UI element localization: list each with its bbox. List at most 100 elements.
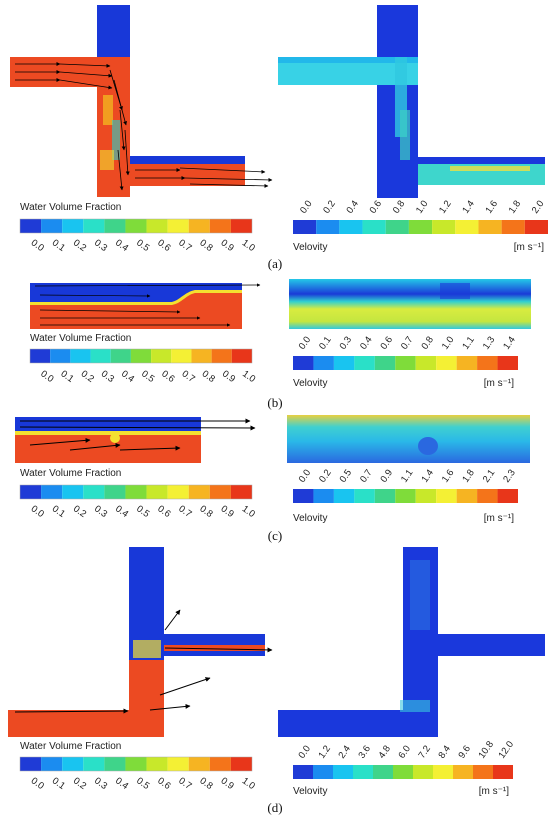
colorbar-swatch — [374, 489, 396, 503]
colorbar-tick-label: 0.6 — [155, 237, 172, 254]
colorbar-swatch — [209, 757, 231, 771]
panel-c-velocity-legend: 0.0 0.2 0.5 0.7 0.9 1.1 1.4 1.6 1.8 2.1 2.3 Velovit… — [293, 468, 518, 524]
colorbar-tick-label: 0.6 — [368, 199, 385, 216]
colorbar-tick-label: 1.0 — [240, 503, 257, 520]
colorbar-tick-label: 0.5 — [134, 775, 151, 792]
colorbar-tick-label: 1.6 — [440, 468, 457, 485]
colorbar-tick-label: 0.2 — [71, 237, 88, 254]
legend-title: Velovity — [293, 513, 327, 524]
colorbar-swatch — [497, 356, 518, 370]
panel-a-velocity-field — [278, 5, 545, 198]
panel-b-vof-field — [30, 283, 261, 329]
colorbar-tick-label: 0.4 — [113, 775, 130, 792]
colorbar-swatch — [395, 356, 416, 370]
colorbar-tick-label: 2.0 — [530, 199, 547, 216]
colorbar-tick-label: 0.4 — [358, 335, 375, 352]
colorbar-tick-label: 0.4 — [113, 503, 130, 520]
panel-d-velocity-legend: 0.0 1.2 2.4 3.6 4.8 6.0 7.2 8.4 9.6 10.8 12.0 Velov… — [293, 739, 516, 797]
colorbar-swatch — [110, 349, 131, 363]
colorbar-swatch — [393, 765, 413, 779]
colorbar-tick-label: 0.3 — [92, 237, 109, 254]
colorbar-tick-label: 0.5 — [139, 368, 156, 385]
colorbar-frame — [29, 348, 253, 364]
colorbar-swatch — [293, 220, 317, 234]
colorbar-tick-label: 4.8 — [376, 744, 393, 761]
colorbar-tick-label: 0.9 — [220, 368, 237, 385]
colorbar-swatch — [167, 485, 189, 499]
colorbar-swatch — [415, 356, 437, 370]
colorbar-swatch — [151, 349, 172, 363]
colorbar-tick-label: 0.1 — [50, 503, 67, 520]
colorbar-swatch — [188, 757, 210, 771]
colorbar-tick-label: 0.6 — [159, 368, 176, 385]
colorbar-swatch — [62, 219, 84, 233]
colorbar-tick-label: 2.4 — [336, 744, 353, 761]
legend-title: Water Volume Fraction — [30, 333, 131, 344]
colorbar-tick-label: 1.4 — [501, 335, 518, 352]
colorbar-tick-label: 0.3 — [338, 335, 355, 352]
colorbar-swatch — [20, 757, 42, 771]
panel-d-caption: (d) — [267, 800, 282, 815]
colorbar-tick-label: 0.9 — [219, 237, 236, 254]
legend-title: Velovity — [293, 378, 327, 389]
colorbar-swatch — [316, 220, 340, 234]
legend-unit: [m s⁻¹] — [484, 513, 514, 524]
colorbar-swatch — [230, 219, 252, 233]
panel-a-vof-field — [10, 5, 273, 197]
colorbar-tick-label: 0.7 — [358, 468, 375, 485]
colorbar-tick-label: 3.6 — [356, 744, 373, 761]
colorbar-tick-label: 0.2 — [321, 199, 338, 216]
colorbar-tick-label: 0.7 — [176, 503, 193, 520]
colorbar-tick-label: 1.0 — [240, 237, 257, 254]
colorbar-swatch — [374, 356, 396, 370]
colorbar-swatch — [209, 219, 231, 233]
colorbar-swatch — [90, 349, 111, 363]
colorbar-swatch — [30, 349, 51, 363]
colorbar-tick-label: 1.3 — [481, 335, 498, 352]
colorbar-swatch — [146, 757, 168, 771]
colorbar-swatch — [188, 485, 210, 499]
colorbar-tick-label: 0.0 — [296, 744, 313, 761]
colorbar-tick-label: 0.3 — [92, 775, 109, 792]
colorbar-swatch — [339, 220, 363, 234]
panel-b-velocity-legend: 0.0 0.1 0.3 0.4 0.6 0.7 0.8 1.0 1.1 1.3 1.4 Velovit… — [293, 335, 518, 389]
colorbar-tick-label: 0.4 — [344, 199, 361, 216]
panel-b-velocity-field — [289, 279, 531, 329]
colorbar-tick-label: 1.0 — [240, 775, 257, 792]
panel-a-velocity-legend: 0.0 0.2 0.4 0.6 0.8 1.0 1.2 1.4 1.6 1.8 2.0 Velovit… — [293, 199, 548, 253]
colorbar-tick-label: 1.6 — [483, 199, 500, 216]
colorbar-tick-label: 0.6 — [378, 335, 395, 352]
colorbar-swatch — [524, 220, 548, 234]
colorbar-swatch — [230, 757, 252, 771]
colorbar-swatch — [353, 765, 373, 779]
colorbar-swatch — [413, 765, 433, 779]
colorbar-swatch — [167, 219, 189, 233]
colorbar-tick-label: 0.7 — [399, 335, 416, 352]
colorbar-tick-label: 0.9 — [219, 775, 236, 792]
colorbar-swatch — [20, 219, 42, 233]
colorbar-tick-label: 1.4 — [460, 199, 477, 216]
colorbar-swatch — [293, 765, 313, 779]
colorbar-swatch — [478, 220, 502, 234]
colorbar-swatch — [62, 485, 84, 499]
legend-title: Velovity — [293, 242, 327, 253]
colorbar-swatch — [146, 219, 168, 233]
colorbar-tick-label: 1.0 — [440, 335, 457, 352]
colorbar-tick-label: 0.3 — [92, 503, 109, 520]
colorbar-tick-label: 1.8 — [460, 468, 477, 485]
panel-b-caption: (b) — [267, 395, 282, 410]
colorbar-tick-label: 0.0 — [38, 368, 55, 385]
colorbar-tick-label: 0.1 — [50, 775, 67, 792]
colorbar-swatch — [313, 356, 334, 370]
colorbar-swatch — [455, 220, 479, 234]
colorbar-swatch — [362, 220, 386, 234]
colorbar-tick-label: 0.8 — [198, 775, 215, 792]
colorbar-tick-label: 1.2 — [437, 199, 454, 216]
panel-c-vof-field — [15, 417, 256, 463]
colorbar-swatch — [41, 757, 63, 771]
colorbar-tick-label: 1.4 — [419, 468, 436, 485]
